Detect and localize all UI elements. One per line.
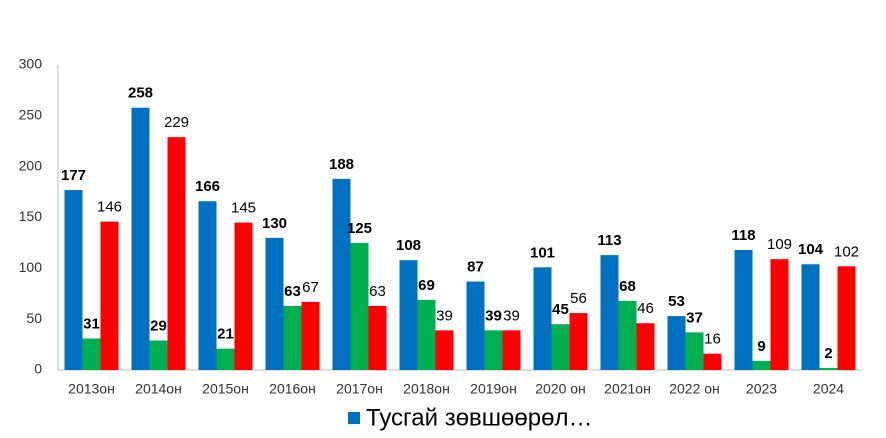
- bar: [703, 353, 722, 370]
- y-tick-label: 250: [19, 107, 43, 123]
- x-tick-label: 2021он: [604, 381, 651, 397]
- y-tick-label: 50: [26, 310, 42, 326]
- bar: [301, 301, 320, 370]
- legend-swatch: [348, 412, 360, 424]
- bar: [216, 348, 235, 370]
- data-label: 130: [262, 215, 287, 232]
- data-label: 125: [347, 220, 372, 237]
- bar: [82, 338, 101, 370]
- bar: [198, 201, 217, 370]
- bar: [734, 250, 753, 370]
- bar: [368, 305, 387, 370]
- bar: [502, 330, 521, 370]
- bar: [618, 300, 637, 370]
- bar: [551, 324, 570, 370]
- bar: [265, 237, 284, 370]
- data-label: 37: [686, 309, 703, 326]
- data-label: 46: [637, 300, 654, 317]
- y-tick-label: 200: [19, 157, 43, 173]
- legend-label: Тусгай зөвшөөрөл…: [366, 404, 592, 431]
- data-label: 188: [329, 156, 354, 173]
- data-label: 258: [128, 85, 153, 102]
- bar: [350, 242, 369, 370]
- y-tick-label: 150: [19, 208, 43, 224]
- y-tick-label: 0: [34, 361, 42, 377]
- data-label: 39: [485, 307, 502, 324]
- data-label: 29: [150, 317, 167, 334]
- data-label: 63: [284, 283, 301, 300]
- bar: [837, 266, 856, 370]
- x-tick-label: 2016он: [269, 381, 316, 397]
- data-label: 31: [83, 315, 100, 332]
- data-label: 177: [61, 167, 86, 184]
- x-tick-label: 2013он: [68, 381, 115, 397]
- data-label: 53: [668, 293, 685, 310]
- data-label: 39: [436, 307, 453, 324]
- data-label: 146: [97, 199, 122, 216]
- data-label: 21: [217, 326, 234, 343]
- bar: [417, 299, 436, 370]
- x-tick-label: 2022 он: [669, 381, 720, 397]
- y-tick-label: 100: [19, 259, 43, 275]
- bar: [636, 323, 655, 370]
- bar: [667, 316, 686, 370]
- data-label: 56: [570, 290, 587, 307]
- data-label: 113: [597, 232, 621, 249]
- data-label: 229: [164, 114, 189, 131]
- bar: [332, 178, 351, 370]
- data-label: 145: [231, 200, 256, 217]
- bar: [533, 267, 552, 370]
- bar: [283, 305, 302, 370]
- data-label: 104: [798, 241, 824, 258]
- bar: [569, 313, 588, 370]
- data-label: 108: [396, 237, 421, 254]
- x-tick-label: 2023: [746, 381, 777, 397]
- data-label: 67: [302, 279, 319, 296]
- bar: [685, 332, 704, 370]
- bar: [801, 264, 820, 370]
- x-tick-label: 2019он: [470, 381, 517, 397]
- bar: [752, 360, 771, 370]
- bar: [131, 107, 150, 370]
- data-label: 69: [418, 277, 435, 294]
- data-label: 16: [704, 331, 721, 348]
- data-label: 45: [552, 301, 569, 318]
- bar: [234, 222, 253, 370]
- x-tick-label: 2014он: [135, 381, 182, 397]
- bar: [167, 137, 186, 370]
- bar: [399, 260, 418, 370]
- x-tick-label: 2015он: [202, 381, 249, 397]
- x-tick-label: 2018он: [403, 381, 450, 397]
- data-label: 2: [824, 345, 832, 362]
- bar: [466, 281, 485, 370]
- x-tick-label: 2017он: [336, 381, 383, 397]
- y-tick-label: 300: [19, 56, 43, 72]
- bar: [770, 259, 789, 370]
- data-label: 39: [503, 307, 520, 324]
- x-tick-label: 2020 он: [535, 381, 586, 397]
- data-label: 166: [195, 178, 220, 195]
- bar: [600, 255, 619, 370]
- data-label: 101: [530, 244, 555, 261]
- x-tick-label: 2024: [813, 381, 844, 397]
- bar: [64, 190, 83, 370]
- data-label: 9: [757, 338, 765, 355]
- data-label: 109: [767, 236, 792, 253]
- data-label: 87: [467, 259, 484, 276]
- bar: [149, 340, 168, 370]
- bar: [435, 330, 454, 370]
- bar: [819, 367, 838, 370]
- bar: [484, 330, 503, 370]
- data-label: 118: [731, 227, 755, 244]
- bar: [100, 221, 119, 370]
- data-label: 63: [369, 283, 386, 300]
- data-label: 68: [619, 278, 636, 295]
- data-label: 102: [834, 243, 859, 260]
